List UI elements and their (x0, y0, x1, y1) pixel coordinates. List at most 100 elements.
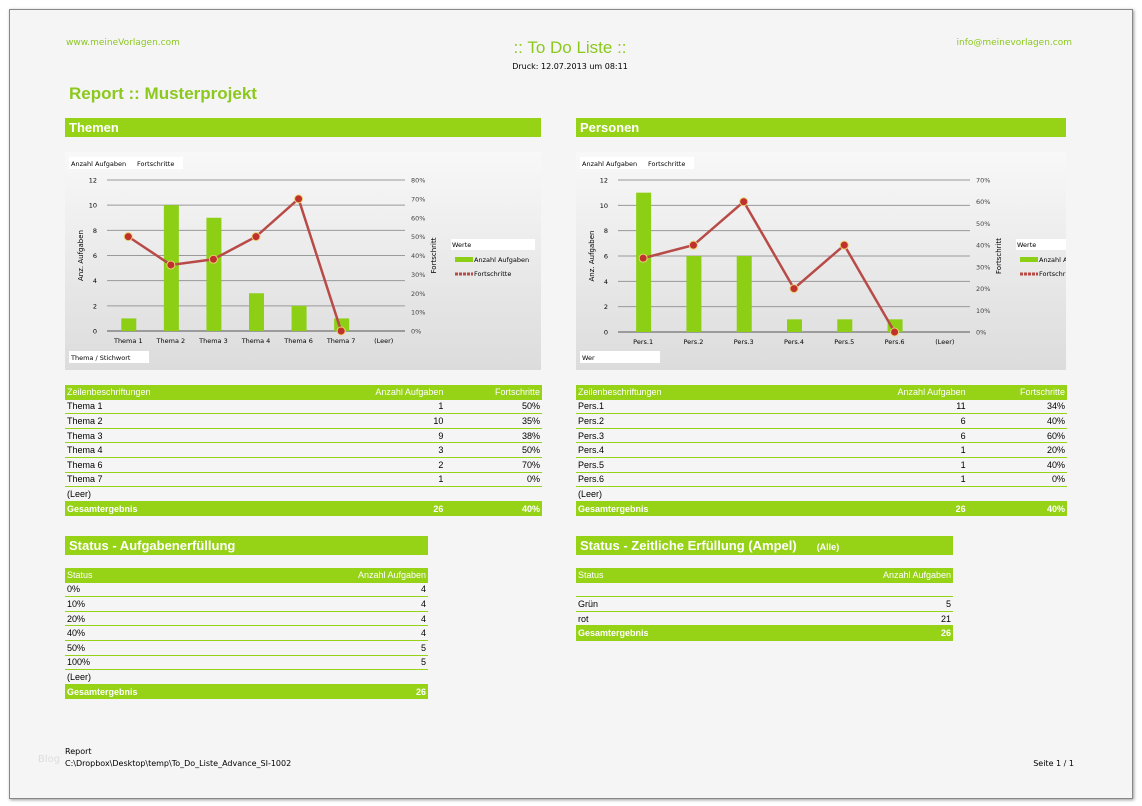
axis-field-button: Wer (582, 354, 595, 362)
cell: 20% (967, 442, 1067, 458)
bar (736, 256, 752, 332)
table-row: Grün 5 (576, 596, 953, 612)
y-axis-label: Anz. Aufgaben (77, 230, 85, 281)
progress-line (642, 199, 896, 333)
cell: Anzahl Aufgaben (821, 385, 968, 400)
table-row: Thema 2 10 35% (65, 413, 542, 429)
cell: (Leer) (65, 486, 304, 502)
y-tick-label: 0 (93, 328, 97, 336)
x-tick-label: Pers.5 (834, 338, 854, 346)
legend-bar-swatch (1020, 257, 1038, 262)
total-row: Gesamtergebnis 26 40% (576, 501, 1067, 517)
y2-tick-label: 0% (411, 328, 421, 336)
cell: 0% (445, 472, 542, 488)
cell (576, 582, 840, 598)
cell (319, 669, 428, 685)
x-tick-label: Thema 2 (156, 337, 186, 345)
cell: 10 (303, 413, 446, 429)
bar (249, 293, 264, 331)
y-axis-label: Anz. Aufgaben (588, 231, 596, 282)
header-row: Status Anzahl Aufgaben (65, 568, 428, 583)
section-themen: Themen (65, 118, 541, 137)
y-tick-label: 12 (89, 177, 97, 185)
y2-tick-label: 30% (411, 271, 425, 279)
progress-point (208, 254, 218, 264)
legend-bar-label: Anzahl Aufgaben (1039, 256, 1066, 264)
cell (821, 486, 968, 502)
table-row (576, 582, 953, 598)
email-link[interactable]: info@meinevorlagen.com (956, 38, 1072, 48)
progress-point (166, 260, 176, 270)
section-status: Status - Aufgabenerfüllung (65, 536, 428, 555)
y-tick-label: 10 (600, 202, 608, 210)
table-row: Pers.4 1 20% (576, 442, 1067, 458)
axis-field-bg (69, 351, 149, 363)
x-tick-label: (Leer) (935, 338, 954, 346)
cell: Anzahl Aufgaben (303, 385, 446, 400)
cell: 40% (65, 625, 320, 641)
bar (291, 305, 307, 331)
table-row: Thema 7 1 0% (65, 472, 542, 488)
x-tick-label: Thema 3 (198, 337, 228, 345)
y2-tick-label: 10% (411, 309, 425, 317)
legend-line-label: Fortschritte (1039, 270, 1066, 278)
cell: (Leer) (65, 669, 320, 685)
cell: Status (576, 568, 840, 583)
y2-tick-label: 10% (976, 307, 990, 315)
cell: Thema 2 (65, 413, 304, 429)
ampel-filter[interactable]: (Alle) (816, 542, 840, 552)
cell: 40% (445, 501, 542, 517)
cell: 0% (65, 582, 320, 598)
cell: 4 (319, 625, 428, 641)
x-tick-label: Thema 4 (241, 337, 271, 345)
website-link[interactable]: www.meineVorlagen.com (66, 38, 180, 48)
cell: 2 (303, 457, 446, 473)
cell: 35% (445, 413, 542, 429)
report-title: Report :: Musterprojekt (69, 84, 257, 103)
y2-axis-label: Fortschritt (995, 238, 1003, 274)
footer-path: C:\Dropbox\Desktop\temp\To_Do_Liste_Adva… (65, 759, 292, 768)
cell (303, 486, 446, 502)
legend-title-bg (451, 239, 535, 250)
table-row: 40% 4 (65, 625, 428, 641)
y2-tick-label: 70% (411, 195, 425, 203)
table-row: 50% 5 (65, 640, 428, 656)
table-row: Pers.5 1 40% (576, 457, 1067, 473)
cell: Status (65, 568, 320, 583)
progress-point (839, 240, 849, 250)
table-row: Pers.1 11 34% (576, 399, 1067, 415)
x-tick-label: (Leer) (374, 337, 393, 345)
y-tick-label: 6 (604, 253, 608, 261)
x-tick-label: Thema 7 (326, 337, 356, 345)
cell: Fortschritte (967, 385, 1067, 400)
page-title: :: To Do Liste :: (513, 38, 627, 57)
cell: 1 (303, 399, 446, 415)
progress-point (789, 284, 799, 294)
cell: 4 (319, 582, 428, 598)
print-date: Druck: 12.07.2013 um 08:11 (512, 62, 628, 71)
header-row: Zeilenbeschriftungen Anzahl Aufgaben Forts… (576, 385, 1067, 400)
cell (445, 486, 542, 502)
cell (839, 582, 953, 598)
progress-point (739, 197, 749, 207)
bar (787, 319, 802, 332)
y2-tick-label: 40% (411, 252, 425, 260)
progress-point (638, 253, 648, 263)
header-row: Zeilenbeschriftungen Anzahl Aufgaben Forts… (65, 385, 542, 400)
table-row: Pers.3 6 60% (576, 428, 1067, 444)
y-tick-label: 10 (89, 202, 97, 210)
y2-tick-label: 20% (411, 290, 425, 298)
field-button-progress: Fortschritte (648, 160, 685, 168)
cell: Pers.3 (576, 428, 822, 444)
table-row: 100% 5 (65, 655, 428, 671)
page-number: Seite 1 / 1 (1033, 759, 1074, 768)
x-tick-label: Pers.4 (784, 338, 804, 346)
table-row: 10% 4 (65, 596, 428, 612)
cell: 70% (445, 457, 542, 473)
progress-point (336, 326, 346, 336)
cell: 5 (319, 655, 428, 671)
progress-point (251, 232, 261, 242)
cell: Zeilenbeschriftungen (576, 385, 822, 400)
cell: (Leer) (576, 486, 822, 502)
field-buttons-bg (580, 157, 694, 169)
